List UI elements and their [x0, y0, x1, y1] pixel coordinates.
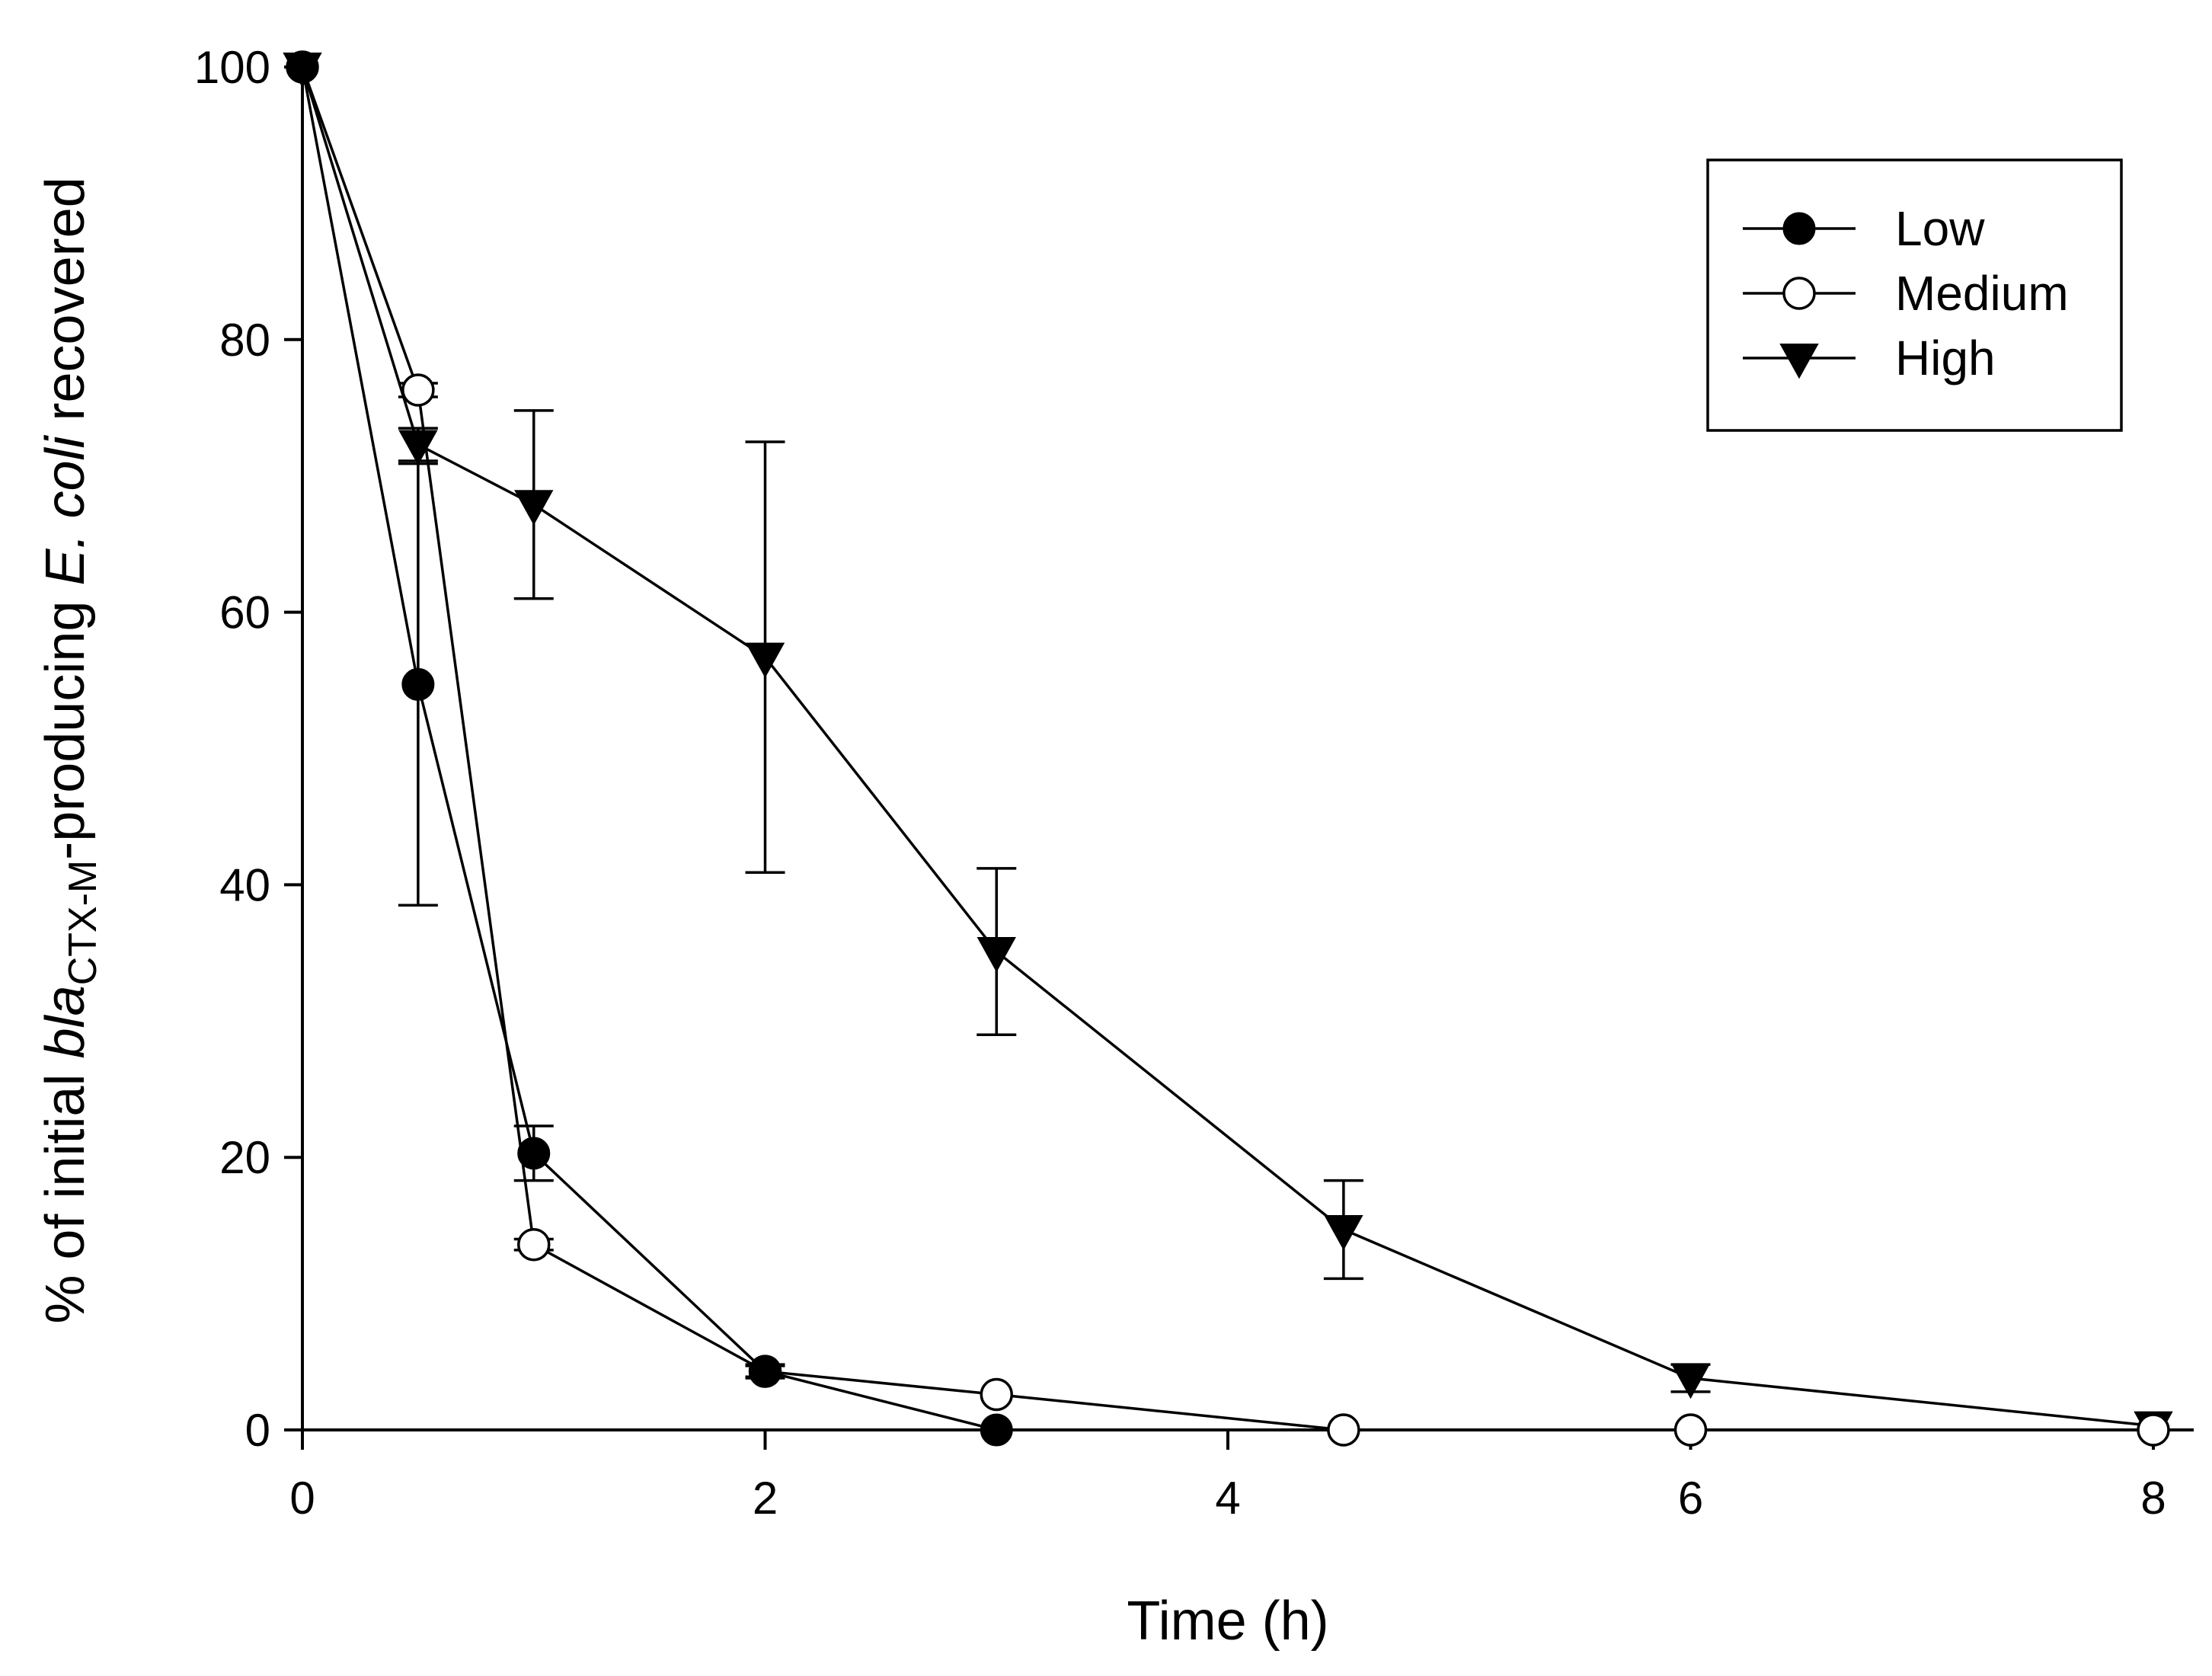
x-tick-label-6: 6 [1678, 1473, 1703, 1524]
y-tick-label-60: 60 [219, 587, 270, 638]
y-axis-title-italic-ecoli: E. coli [35, 435, 96, 586]
y-tick-label-80: 80 [219, 315, 270, 366]
legend-label-high: High [1895, 331, 1996, 385]
x-axis-title: Time (h) [1127, 1591, 1328, 1652]
data-point-low-1 [401, 667, 435, 701]
legend-marker-medium [1782, 277, 1816, 310]
y-axis-title-pre: % of initial [35, 1059, 96, 1324]
legend-box [1706, 158, 2123, 432]
data-point-high-1 [398, 430, 438, 465]
y-tick-label-40: 40 [219, 859, 270, 910]
data-point-high-3 [745, 642, 785, 678]
y-tick-label-0: 0 [245, 1405, 270, 1456]
series-line-medium [301, 66, 2153, 1431]
data-point-medium-2 [517, 1227, 551, 1262]
x-tick-label-2: 2 [753, 1473, 778, 1524]
x-tick-label-0: 0 [289, 1473, 315, 1524]
legend-label-low: Low [1895, 201, 1985, 256]
data-point-medium-7 [2137, 1413, 2170, 1447]
y-axis-title-subscript: CTX-M [61, 860, 105, 986]
data-point-medium-4 [980, 1377, 1013, 1412]
data-point-high-4 [977, 937, 1016, 973]
legend-label-medium: Medium [1895, 266, 2069, 321]
plot-area [283, 50, 2173, 1447]
y-axis-title-mid: -producing [35, 586, 96, 860]
legend: Low Medium High [1706, 158, 2123, 432]
series-line-low [301, 66, 997, 1431]
legend-marker-high [1779, 344, 1819, 379]
legend-marker-low [1782, 212, 1816, 245]
data-point-low-2 [517, 1137, 551, 1170]
data-point-high-6 [1670, 1364, 1711, 1399]
data-point-medium-1 [401, 373, 435, 407]
data-point-high-2 [514, 490, 554, 526]
y-tick-label-100: 100 [194, 42, 270, 93]
y-axis-title: % of initial blaCTX-M-producing E. coli … [35, 177, 105, 1323]
x-tick-label-4: 4 [1215, 1473, 1240, 1524]
data-point-medium-6 [1673, 1413, 1708, 1447]
y-axis-title-italic-bla: bla [35, 985, 96, 1058]
y-axis-title-post: recovered [35, 177, 96, 436]
series-line-high [301, 66, 2154, 1428]
data-point-low-0 [286, 50, 319, 84]
data-point-high-5 [1324, 1215, 1363, 1251]
data-point-low-3 [749, 1355, 782, 1388]
y-tick-label-20: 20 [219, 1132, 270, 1183]
data-point-medium-5 [1327, 1413, 1360, 1447]
x-tick-label-8: 8 [2140, 1473, 2166, 1524]
data-point-low-4 [980, 1413, 1013, 1447]
